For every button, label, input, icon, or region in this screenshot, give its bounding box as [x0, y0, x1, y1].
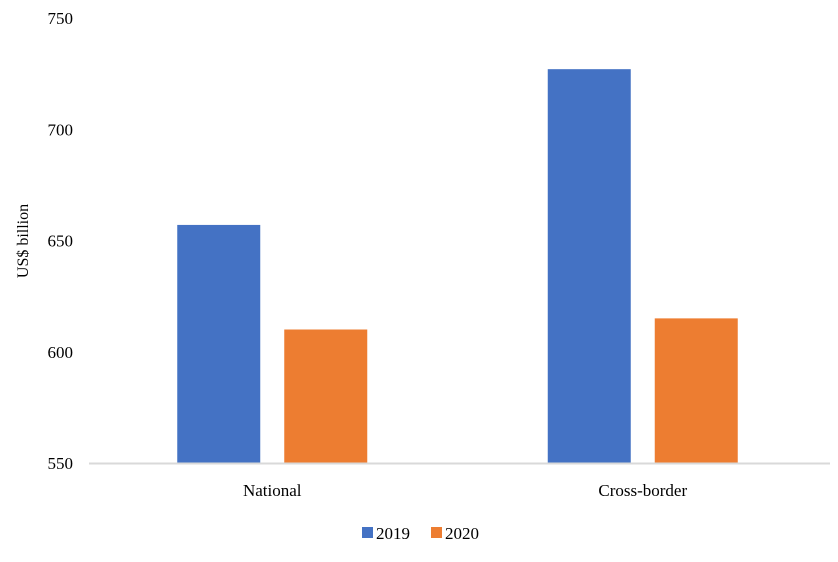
legend-label: 2020: [445, 524, 479, 543]
bar-2019-national: [177, 224, 261, 463]
y-tick-label: 600: [48, 343, 74, 362]
x-axis-ticks: National Cross-border: [243, 481, 687, 500]
legend-swatch-2020: [431, 527, 442, 538]
legend: 2019 2020: [362, 524, 479, 543]
bars: [177, 69, 738, 464]
bar-2019-cross-border: [547, 69, 631, 464]
x-tick-label: National: [243, 481, 302, 500]
y-tick-label: 700: [48, 120, 74, 139]
x-tick-label: Cross-border: [598, 481, 687, 500]
legend-swatch-2019: [362, 527, 373, 538]
y-tick-label: 650: [48, 232, 74, 251]
y-axis-ticks: 550 600 650 700 750: [48, 9, 74, 473]
y-axis-label: US$ billion: [15, 204, 32, 278]
legend-label: 2019: [376, 524, 410, 543]
y-tick-label: 550: [48, 454, 74, 473]
bar-2020-national: [284, 329, 368, 463]
y-tick-label: 750: [48, 9, 74, 28]
bar-2020-cross-border: [654, 318, 738, 463]
